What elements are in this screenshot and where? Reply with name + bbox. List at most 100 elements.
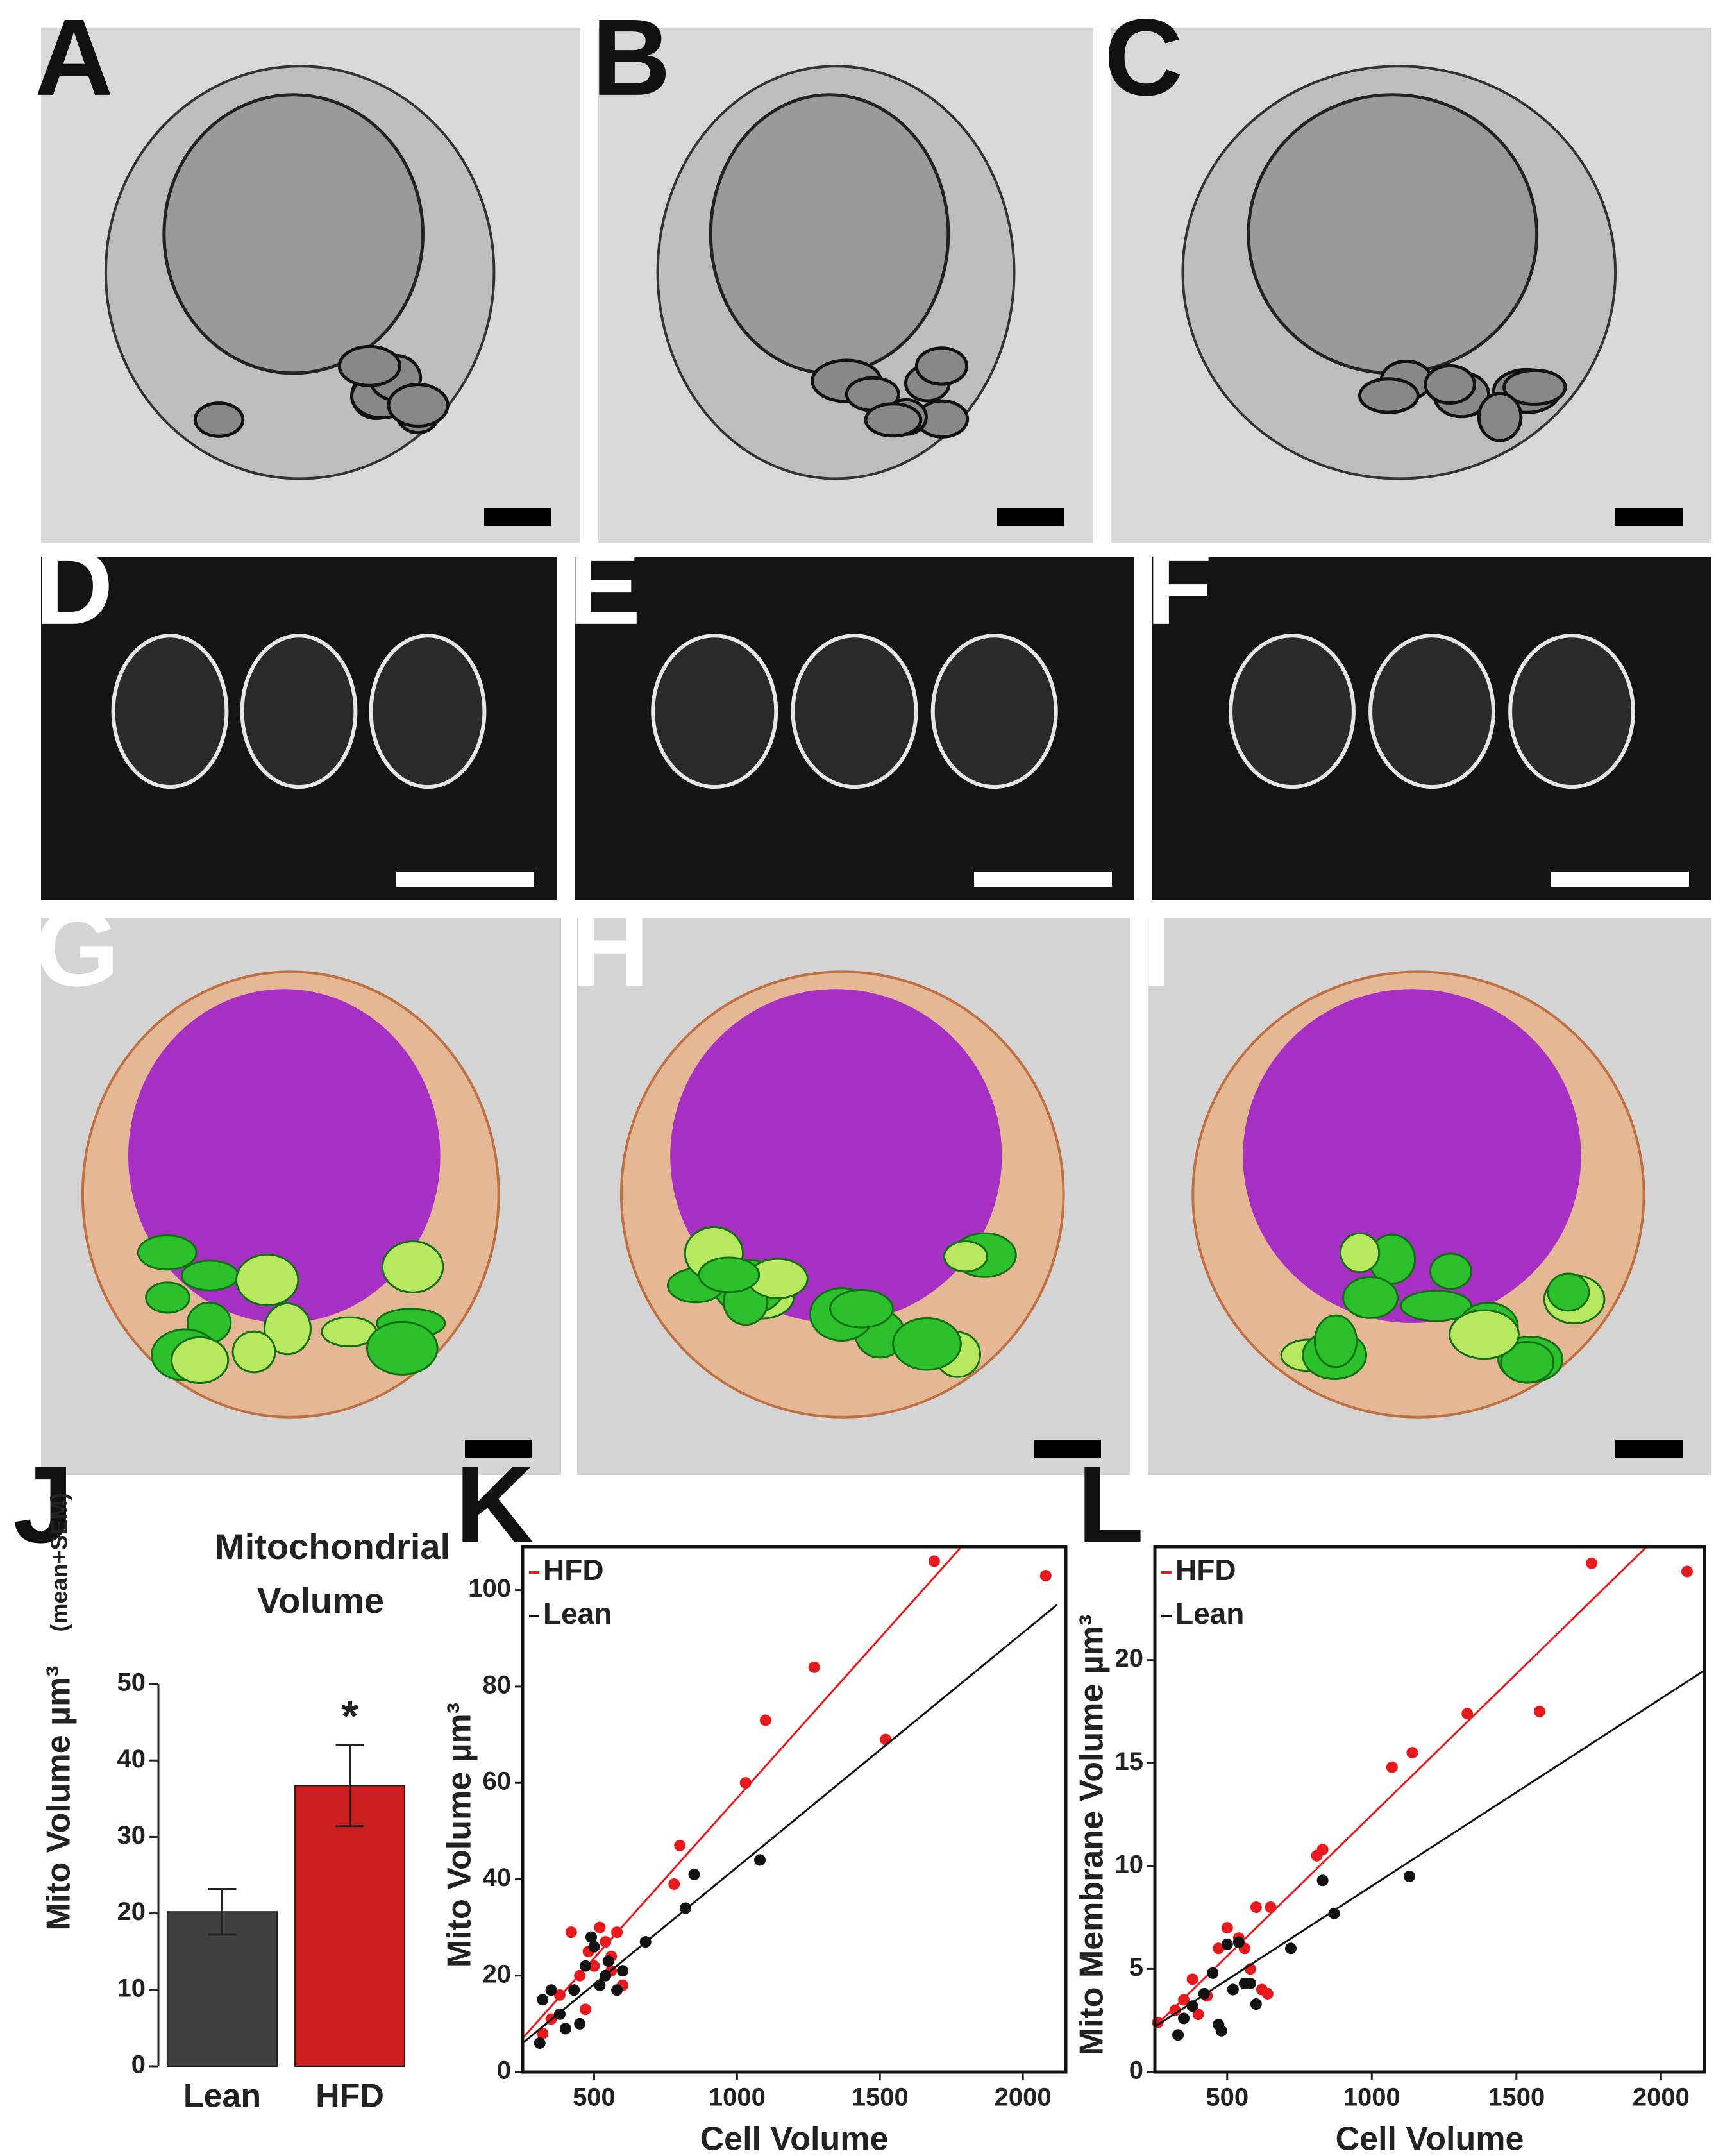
point [553, 1989, 566, 2001]
mitochondrion [943, 1240, 988, 1273]
point [602, 1955, 614, 1967]
point [594, 1921, 606, 1933]
point [1328, 1907, 1340, 1919]
point [537, 2027, 549, 2039]
x-tick-label: 1000 [709, 2084, 766, 2112]
y-tick-label: 40 [483, 1864, 512, 1892]
y-tick-label: 50 [117, 1669, 146, 1697]
y-axis-label: Mito Volume µm³ [441, 1703, 478, 1967]
panel-letter: H [571, 888, 650, 1009]
point [928, 1555, 940, 1567]
point [1232, 1936, 1245, 1948]
y-tick-label: 10 [1115, 1850, 1144, 1878]
mitochondrion [1400, 1290, 1472, 1322]
point [1533, 1705, 1545, 1717]
x-tick-label: 1000 [1343, 2084, 1400, 2112]
point [1198, 1987, 1210, 2000]
nucleus [1243, 989, 1581, 1323]
mitochondrion [1547, 1272, 1590, 1312]
point [537, 1994, 549, 2006]
mitochondrion [1339, 1232, 1381, 1274]
y-tick-label: 0 [497, 2057, 511, 2085]
point [600, 1936, 612, 1948]
mitochondrion [231, 1330, 276, 1374]
point [600, 1969, 612, 1982]
point [1461, 1708, 1474, 1720]
image-panel: E [568, 526, 1134, 900]
panel-letter: E [568, 526, 641, 648]
point [1250, 1998, 1262, 2010]
point [1192, 2009, 1204, 2021]
y-tick-label: 20 [1115, 1644, 1144, 1672]
mitochondrion [1229, 634, 1356, 789]
point [611, 1984, 623, 1996]
mitochondrion [864, 402, 923, 438]
mitochondrion [930, 634, 1058, 789]
point [1406, 1747, 1418, 1759]
point [585, 1931, 597, 1943]
point [808, 1661, 820, 1673]
nucleus [1247, 93, 1539, 375]
mitochondrion [240, 634, 358, 789]
point [1284, 1942, 1297, 1955]
point [1039, 1570, 1052, 1582]
scale-bar [484, 508, 551, 526]
point [680, 1902, 692, 1914]
mitochondrion [111, 634, 229, 789]
point [1186, 2000, 1198, 2012]
panel-letter: F [1146, 526, 1213, 648]
point [1172, 2029, 1184, 2041]
point [565, 1926, 577, 1939]
mitochondrion [1358, 377, 1420, 414]
mitochondrion [651, 634, 778, 789]
mitochondrion [1502, 368, 1567, 406]
mitochondrion [369, 634, 487, 789]
point [1169, 2004, 1181, 2016]
point [580, 1960, 592, 1972]
fit-line [523, 1547, 963, 2039]
point [534, 2037, 546, 2049]
y-tick-label: 15 [1115, 1748, 1144, 1776]
y-axis-label: Mito Membrane Volume µm³ [1073, 1615, 1111, 2056]
point [617, 1965, 629, 1977]
plot-frame [521, 1545, 1068, 2074]
point [1316, 1844, 1329, 1856]
nucleus [162, 93, 425, 375]
y-axis-label: Mito Volume µm³ [40, 1665, 78, 1930]
x-tick-label: 2000 [995, 2084, 1052, 2112]
chart-title-box: Mitochondrial Volume [215, 1526, 449, 1621]
mitochondrion [1424, 364, 1476, 405]
y-tick-label: 20 [483, 1960, 512, 1988]
y-tick-label: 80 [483, 1671, 512, 1699]
point [1178, 2012, 1190, 2025]
image-panel: D [35, 526, 557, 900]
scale-bar [974, 872, 1112, 887]
scale-bar [1615, 1440, 1683, 1458]
y-tick-label: 100 [468, 1574, 511, 1603]
mitochondrion [337, 344, 401, 387]
point [1265, 1901, 1277, 1914]
point [639, 1936, 652, 1948]
x-axis-label: Cell Volume [1336, 2121, 1524, 2156]
x-tick-label: Lean [183, 2078, 261, 2115]
mitochondrion [235, 1253, 299, 1307]
point [1215, 2025, 1227, 2037]
panel-letter: L [1077, 1444, 1144, 1566]
panel-letter: I [1141, 888, 1172, 1009]
image-panel: H [571, 888, 1130, 1475]
x-axis-label: Cell Volume [700, 2121, 889, 2156]
point [553, 2008, 566, 2020]
mitochondrion [1449, 1309, 1520, 1360]
mitochondrion [171, 1336, 230, 1385]
y-tick-label: 0 [1129, 2057, 1143, 2085]
panel-letter: J [13, 1444, 74, 1566]
point [611, 1926, 623, 1939]
point [594, 1979, 606, 1991]
point [568, 1984, 580, 1996]
panel-letter: G [35, 888, 119, 1009]
scale-bar [1551, 872, 1689, 887]
legend-label: HFD [543, 1553, 604, 1587]
plot-frame [1153, 1545, 1706, 2074]
bar [294, 1785, 406, 2067]
chart-title: Mitochondrial Volume [215, 1526, 449, 1621]
